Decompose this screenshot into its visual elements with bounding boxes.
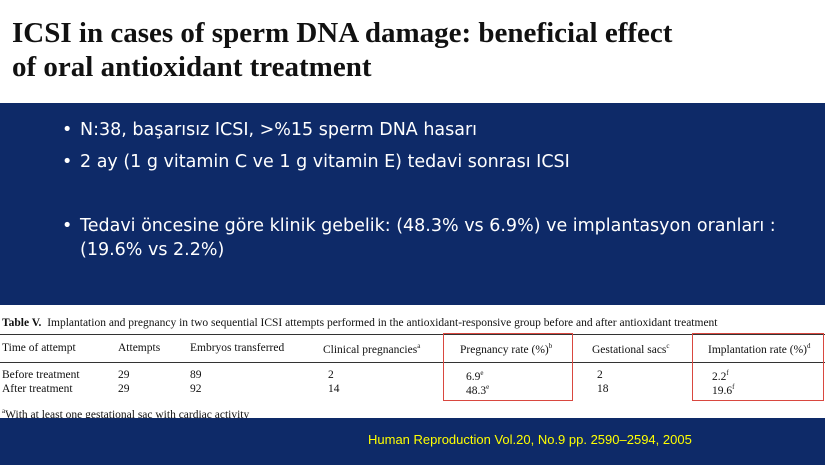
- caption-text: Implantation and pregnancy in two sequen…: [47, 317, 718, 329]
- table-cell-text: 18: [597, 383, 609, 395]
- header-cell-text: Clinical pregnancies: [323, 344, 418, 356]
- table-cell: After treatment: [2, 383, 73, 395]
- header-cell: Clinical pregnanciesa: [323, 342, 420, 356]
- table-cell-text: 19.6: [712, 385, 733, 397]
- header-cell: Implantation rate (%)d: [708, 342, 811, 356]
- title-line: ICSI in cases of sperm DNA damage: benef…: [12, 17, 673, 49]
- table-cell-text: 92: [190, 383, 202, 395]
- table-cell: 19.6f: [712, 383, 734, 397]
- table-cell-text: 2.2: [712, 371, 727, 383]
- table-cell-sup: e: [480, 369, 484, 377]
- header-cell: Time of attempt: [2, 342, 76, 354]
- table-cell-text: 29: [118, 369, 130, 381]
- table-cell: 2.2f: [712, 369, 729, 383]
- highlight-box: [443, 333, 573, 401]
- table-label: Table V.: [2, 317, 42, 329]
- bullet: 2 ay (1 g vitamin C ve 1 g vitamin E) te…: [62, 150, 782, 174]
- footnote-mark: a: [2, 407, 6, 415]
- header-cell-text: Attempts: [118, 342, 161, 354]
- header-cell: Embryos transferred: [190, 342, 284, 354]
- header-cell-text: Gestational sacs: [592, 344, 667, 356]
- bullet: Tedavi öncesine göre klinik gebelik: (48…: [62, 214, 782, 262]
- header-cell-text: Time of attempt: [2, 342, 76, 354]
- header-cell: Gestational sacsc: [592, 342, 670, 356]
- table-cell: 89: [190, 369, 202, 381]
- table-cell-sup: f: [726, 369, 729, 377]
- table-cell-text: After treatment: [2, 383, 73, 395]
- header-cell-sup: b: [548, 342, 553, 350]
- table-cell: 2: [597, 369, 603, 381]
- table-cell-text: 2: [597, 369, 603, 381]
- table-cell-text: 89: [190, 369, 202, 381]
- table-cell-text: 29: [118, 383, 130, 395]
- header-cell-sup: d: [807, 342, 811, 350]
- table-cell: 48.3e: [466, 383, 489, 397]
- citation: Human Reproduction Vol.20, No.9 pp. 2590…: [368, 432, 692, 447]
- table-cell: 14: [328, 383, 340, 395]
- table-caption: Table V. Implantation and pregnancy in t…: [2, 317, 718, 329]
- header-cell-text: Implantation rate (%): [708, 344, 807, 356]
- title-line: of oral antioxidant treatment: [12, 51, 372, 83]
- table-cell-text: 6.9: [466, 371, 481, 383]
- header-cell: Attempts: [118, 342, 160, 354]
- header-cell-sup: c: [666, 342, 670, 350]
- table-cell: Before treatment: [2, 369, 80, 381]
- rule: [0, 334, 825, 335]
- table-cell-text: 48.3: [466, 385, 487, 397]
- title: ICSI in cases of sperm DNA damage: benef…: [12, 16, 672, 84]
- bullet: N:38, başarısız ICSI, >%15 sperm DNA has…: [62, 118, 782, 142]
- table-cell-sup: e: [486, 383, 490, 391]
- table-cell: 29: [118, 369, 130, 381]
- header-cell: Pregnancy rate (%)b: [460, 342, 552, 356]
- header-cell-text: Pregnancy rate (%): [460, 344, 549, 356]
- table-cell-sup: f: [732, 383, 735, 391]
- highlight-box: [692, 333, 824, 401]
- table-cell-text: 14: [328, 383, 340, 395]
- header-cell-sup: a: [417, 342, 421, 350]
- table-cell: 6.9e: [466, 369, 483, 383]
- table-cell: 92: [190, 383, 202, 395]
- header-cell-text: Embryos transferred: [190, 342, 285, 354]
- table-cell: 29: [118, 383, 130, 395]
- footer-bar: [0, 418, 825, 465]
- rule: [0, 362, 825, 363]
- bullet-list: N:38, başarısız ICSI, >%15 sperm DNA has…: [62, 118, 782, 270]
- table-cell: 2: [328, 369, 334, 381]
- table-cell-text: 2: [328, 369, 334, 381]
- table-cell-text: Before treatment: [2, 369, 80, 381]
- table-cell: 18: [597, 383, 609, 395]
